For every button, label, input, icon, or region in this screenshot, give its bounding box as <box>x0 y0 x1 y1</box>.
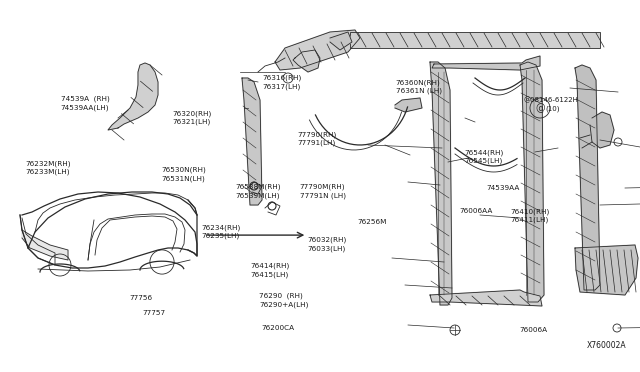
Bar <box>350 32 600 48</box>
Text: 77790M(RH): 77790M(RH) <box>300 183 345 190</box>
Polygon shape <box>575 245 638 295</box>
Polygon shape <box>275 30 360 70</box>
Text: 76006AA: 76006AA <box>460 208 493 214</box>
Polygon shape <box>330 32 352 50</box>
Text: 76290  (RH): 76290 (RH) <box>259 292 303 299</box>
Text: 77790(RH): 77790(RH) <box>298 131 337 138</box>
Polygon shape <box>432 56 540 70</box>
Text: 76544(RH): 76544(RH) <box>465 149 504 156</box>
Text: 77791(LH): 77791(LH) <box>298 140 336 147</box>
Text: 76320(RH): 76320(RH) <box>173 110 212 117</box>
Polygon shape <box>395 98 422 112</box>
Text: (10): (10) <box>545 105 560 112</box>
Text: 76414(RH): 76414(RH) <box>251 263 290 269</box>
Text: @08146-6122H: @08146-6122H <box>524 97 579 104</box>
Polygon shape <box>520 62 544 302</box>
Text: 76545(LH): 76545(LH) <box>465 158 503 164</box>
Text: 76411(LH): 76411(LH) <box>511 217 549 224</box>
Text: 76316(RH): 76316(RH) <box>262 75 301 81</box>
Text: 76032(RH): 76032(RH) <box>307 237 346 243</box>
Text: 76232M(RH): 76232M(RH) <box>26 160 71 167</box>
Text: 76539M(LH): 76539M(LH) <box>236 192 280 199</box>
Text: 76538M(RH): 76538M(RH) <box>236 183 281 190</box>
Text: X760002A: X760002A <box>587 341 627 350</box>
Text: 76410(RH): 76410(RH) <box>511 208 550 215</box>
Text: 77756: 77756 <box>129 295 152 301</box>
Text: 76361N (LH): 76361N (LH) <box>396 88 442 94</box>
Text: 77791N (LH): 77791N (LH) <box>300 192 346 199</box>
Text: 76200CA: 76200CA <box>261 325 294 331</box>
Polygon shape <box>575 65 600 290</box>
Text: 76256M: 76256M <box>357 219 387 225</box>
Polygon shape <box>108 63 158 130</box>
Text: @: @ <box>535 103 545 113</box>
Text: 76033(LH): 76033(LH) <box>307 245 346 252</box>
Text: 76317(LH): 76317(LH) <box>262 83 301 90</box>
Text: 76006A: 76006A <box>520 327 548 333</box>
Text: 74539A  (RH): 74539A (RH) <box>61 95 109 102</box>
Text: 76233M(LH): 76233M(LH) <box>26 169 70 176</box>
Text: 76530N(RH): 76530N(RH) <box>161 167 206 173</box>
Polygon shape <box>242 78 262 205</box>
Polygon shape <box>430 62 452 305</box>
Text: 74539AA: 74539AA <box>486 185 520 191</box>
Text: 74539AA(LH): 74539AA(LH) <box>61 105 109 111</box>
Polygon shape <box>430 290 542 306</box>
Text: 76360N(RH): 76360N(RH) <box>396 79 440 86</box>
Text: 76235(LH): 76235(LH) <box>202 233 240 240</box>
Polygon shape <box>590 112 614 148</box>
Polygon shape <box>22 230 68 260</box>
Text: 76234(RH): 76234(RH) <box>202 224 241 231</box>
Text: 76531N(LH): 76531N(LH) <box>161 175 205 182</box>
Text: 77757: 77757 <box>142 310 165 316</box>
Polygon shape <box>293 50 320 72</box>
Text: 76290+A(LH): 76290+A(LH) <box>259 301 308 308</box>
Text: 76415(LH): 76415(LH) <box>251 271 289 278</box>
Text: 76321(LH): 76321(LH) <box>173 119 211 125</box>
